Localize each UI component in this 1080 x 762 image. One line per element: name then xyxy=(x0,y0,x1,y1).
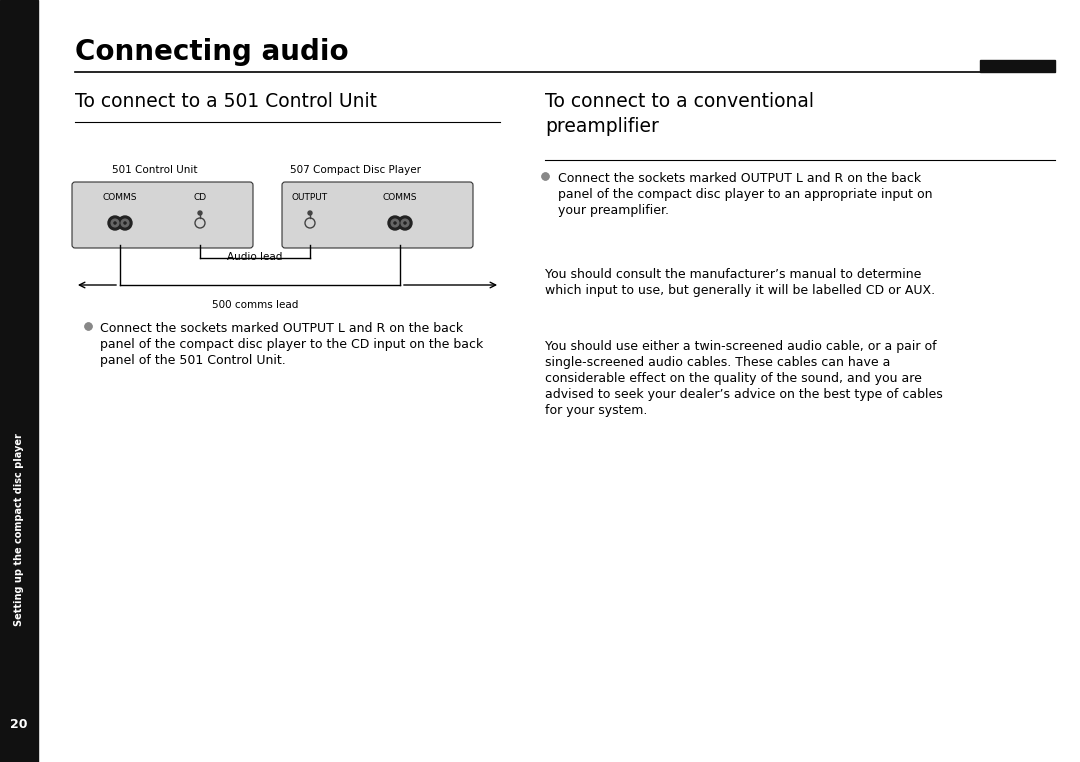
Text: single-screened audio cables. These cables can have a: single-screened audio cables. These cabl… xyxy=(545,356,890,369)
Text: You should consult the manufacturer’s manual to determine: You should consult the manufacturer’s ma… xyxy=(545,268,921,281)
Text: your preamplifier.: your preamplifier. xyxy=(558,204,669,217)
Circle shape xyxy=(121,219,129,227)
Text: for your system.: for your system. xyxy=(545,404,647,417)
Circle shape xyxy=(124,222,126,224)
Circle shape xyxy=(308,211,312,215)
Text: To connect to a 501 Control Unit: To connect to a 501 Control Unit xyxy=(75,92,377,111)
Circle shape xyxy=(394,222,396,224)
Text: Connecting audio: Connecting audio xyxy=(75,38,349,66)
Text: You should use either a twin-screened audio cable, or a pair of: You should use either a twin-screened au… xyxy=(545,340,936,353)
Text: Connect the sockets marked OUTPUT L and R on the back: Connect the sockets marked OUTPUT L and … xyxy=(100,322,463,335)
Circle shape xyxy=(118,216,132,230)
Text: 507 Compact Disc Player: 507 Compact Disc Player xyxy=(289,165,420,175)
Text: Audio lead: Audio lead xyxy=(227,252,283,262)
Text: panel of the compact disc player to the CD input on the back: panel of the compact disc player to the … xyxy=(100,338,483,351)
Text: COMMS: COMMS xyxy=(103,193,137,202)
Text: considerable effect on the quality of the sound, and you are: considerable effect on the quality of th… xyxy=(545,372,922,385)
Text: OUTPUT: OUTPUT xyxy=(292,193,328,202)
Circle shape xyxy=(391,219,399,227)
Text: which input to use, but generally it will be labelled CD or AUX.: which input to use, but generally it wil… xyxy=(545,284,935,297)
Text: To connect to a conventional
preamplifier: To connect to a conventional preamplifie… xyxy=(545,92,814,136)
FancyBboxPatch shape xyxy=(72,182,253,248)
FancyBboxPatch shape xyxy=(282,182,473,248)
Circle shape xyxy=(114,222,116,224)
Text: 20: 20 xyxy=(10,719,28,732)
Circle shape xyxy=(399,216,411,230)
Circle shape xyxy=(404,222,406,224)
Circle shape xyxy=(388,216,402,230)
Circle shape xyxy=(198,211,202,215)
Bar xyxy=(980,60,1055,72)
Text: 500 comms lead: 500 comms lead xyxy=(212,300,298,310)
Text: COMMS: COMMS xyxy=(382,193,417,202)
Text: panel of the compact disc player to an appropriate input on: panel of the compact disc player to an a… xyxy=(558,188,932,201)
Text: 501 Control Unit: 501 Control Unit xyxy=(112,165,198,175)
Text: advised to seek your dealer’s advice on the best type of cables: advised to seek your dealer’s advice on … xyxy=(545,388,943,401)
Text: Connect the sockets marked OUTPUT L and R on the back: Connect the sockets marked OUTPUT L and … xyxy=(558,172,921,185)
Circle shape xyxy=(108,216,122,230)
Circle shape xyxy=(111,219,119,227)
Bar xyxy=(0,0,38,762)
Text: CD: CD xyxy=(193,193,206,202)
Circle shape xyxy=(401,219,409,227)
Text: Setting up the compact disc player: Setting up the compact disc player xyxy=(14,434,24,626)
Text: panel of the 501 Control Unit.: panel of the 501 Control Unit. xyxy=(100,354,286,367)
